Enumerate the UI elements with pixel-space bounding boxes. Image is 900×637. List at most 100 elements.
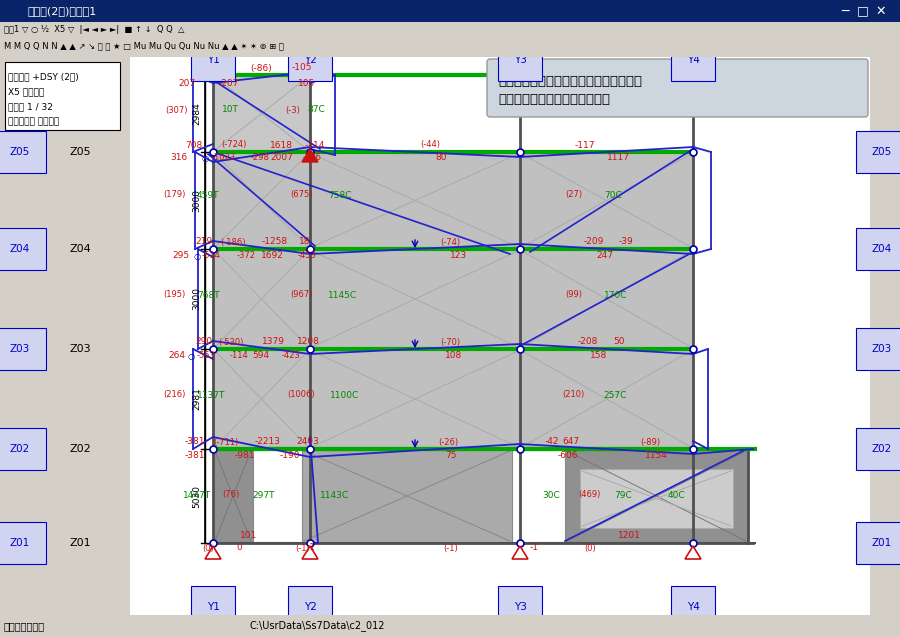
Text: (27): (27) [565, 190, 582, 199]
Bar [520, 152, 693, 249]
Text: -207: -207 [219, 78, 239, 87]
Text: 曲げ、せん断、軸力等の文字の色分けや: 曲げ、せん断、軸力等の文字の色分けや [498, 75, 642, 88]
Text: 縮尺： 1 / 32: 縮尺： 1 / 32 [8, 102, 53, 111]
Polygon shape [685, 546, 701, 559]
Text: 2403: 2403 [296, 438, 319, 447]
Text: M M Q Q N N ▲ ▲ ↗ ↘ 変 変 ★ □ Mu Mu Qu Qu Nu Nu ▲ ▲ ✶ ✶ ⊚ ⊞ 連: M M Q Q N N ▲ ▲ ↗ ↘ 変 変 ★ □ Mu Mu Qu Qu … [4, 41, 284, 50]
Text: Z05: Z05 [872, 147, 892, 157]
Text: 79C: 79C [614, 490, 632, 499]
Text: Z02: Z02 [10, 444, 30, 454]
Text: (675): (675) [290, 190, 312, 199]
Text: -1: -1 [530, 543, 539, 552]
Text: (216): (216) [163, 390, 185, 399]
Text: ✕: ✕ [876, 4, 886, 17]
Bar [520, 249, 693, 349]
Text: 3000: 3000 [193, 189, 202, 212]
Text: Y2: Y2 [303, 55, 317, 65]
Bar [213, 75, 310, 152]
Bar [310, 349, 520, 449]
Polygon shape [512, 546, 528, 559]
Text: Y4: Y4 [687, 602, 699, 612]
Text: Y4: Y4 [687, 55, 699, 65]
Text: 1447T: 1447T [183, 490, 212, 499]
Text: Z02: Z02 [70, 444, 92, 454]
Text: -42: -42 [545, 438, 560, 447]
Text: Z02: Z02 [872, 444, 892, 454]
Text: -114: -114 [230, 352, 248, 361]
Text: -606: -606 [558, 452, 579, 461]
Text: 708: 708 [185, 141, 202, 150]
Text: X5 フレーム: X5 フレーム [8, 87, 44, 96]
Bar [213, 152, 310, 249]
Bar [580, 469, 733, 528]
Text: -381: -381 [185, 452, 205, 461]
Text: -372: -372 [237, 252, 256, 261]
Text: 219: 219 [195, 238, 212, 247]
Text: 70C: 70C [604, 190, 622, 199]
Text: -553: -553 [197, 352, 216, 361]
Text: 1208: 1208 [297, 338, 320, 347]
Text: 10T: 10T [222, 106, 239, 115]
Text: 758C: 758C [328, 190, 352, 199]
Text: (-44): (-44) [420, 141, 440, 150]
Text: 297T: 297T [252, 490, 274, 499]
Text: 0: 0 [236, 543, 242, 552]
Text: 1145C: 1145C [328, 290, 357, 299]
Text: 316: 316 [170, 154, 187, 162]
Bar [565, 449, 748, 543]
Text: 1117: 1117 [607, 154, 630, 162]
Text: (-530): (-530) [218, 338, 243, 347]
Text: 1379: 1379 [262, 338, 285, 347]
Text: 1143C: 1143C [320, 490, 349, 499]
Text: Z01: Z01 [10, 538, 30, 548]
Text: ○: ○ [193, 252, 200, 261]
Text: -276: -276 [303, 154, 322, 162]
Bar [520, 349, 693, 449]
Text: (195): (195) [163, 290, 185, 299]
Text: -453: -453 [298, 252, 317, 261]
Text: -1258: -1258 [262, 238, 288, 247]
Text: -190: -190 [280, 452, 301, 461]
Text: -2213: -2213 [255, 438, 281, 447]
Text: (-1): (-1) [295, 543, 310, 552]
Text: (-3): (-3) [285, 106, 300, 115]
Text: -208: -208 [578, 338, 599, 347]
Text: ─: ─ [842, 4, 849, 17]
Text: 257C: 257C [603, 390, 626, 399]
Text: 2984: 2984 [193, 102, 202, 125]
Text: 1201: 1201 [618, 531, 641, 540]
Text: 2007: 2007 [270, 154, 292, 162]
Text: (-89): (-89) [640, 438, 660, 447]
Bar [5, 62, 120, 130]
Text: 5030: 5030 [193, 485, 202, 508]
Text: 647: 647 [562, 438, 579, 447]
Text: Z04: Z04 [872, 244, 892, 254]
Text: 170C: 170C [604, 290, 627, 299]
Text: (-74): (-74) [440, 238, 460, 247]
Text: Y3: Y3 [514, 602, 526, 612]
Text: 768T: 768T [197, 290, 220, 299]
Text: ○: ○ [188, 352, 195, 361]
Text: 1137T: 1137T [197, 390, 225, 399]
Text: 105: 105 [298, 78, 315, 87]
Text: 3000: 3000 [193, 287, 202, 310]
Text: -209: -209 [584, 238, 605, 247]
Text: 123: 123 [450, 252, 467, 261]
Text: -614: -614 [202, 252, 220, 261]
Text: -981: -981 [235, 452, 256, 461]
Text: Y2: Y2 [303, 602, 317, 612]
Polygon shape [302, 546, 318, 559]
Bar [302, 449, 512, 543]
Text: (0): (0) [584, 543, 596, 552]
Text: (-70): (-70) [440, 338, 460, 347]
Text: 264: 264 [168, 352, 185, 361]
Text: Z04: Z04 [70, 244, 92, 254]
Bar [213, 249, 310, 349]
Text: 75: 75 [445, 452, 456, 461]
Text: Y3: Y3 [514, 55, 526, 65]
Text: (-1): (-1) [443, 543, 458, 552]
Text: (-724): (-724) [221, 141, 247, 150]
Text: □: □ [857, 4, 868, 17]
Text: 18: 18 [299, 238, 310, 247]
Text: 1692: 1692 [261, 252, 284, 261]
